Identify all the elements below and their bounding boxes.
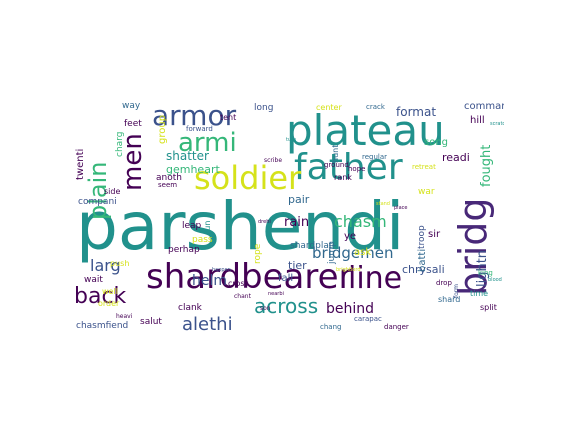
word-drop: drop xyxy=(436,279,452,287)
word-gemheart: gemheart xyxy=(166,163,220,176)
word-salut: salut xyxy=(140,317,162,327)
word-regular: regular xyxy=(362,153,388,161)
word-chasm: chasm xyxy=(334,212,387,231)
word-line: line xyxy=(348,261,403,296)
word-carapac: carapac xyxy=(354,315,382,323)
word-wait: wait xyxy=(84,275,103,285)
word-feet: feet xyxy=(124,119,142,129)
word-way: way xyxy=(122,101,141,111)
word-back: back xyxy=(74,284,127,309)
word-charg: charg xyxy=(115,131,125,157)
word-blood: blood xyxy=(488,277,502,283)
word-push: push xyxy=(110,259,130,268)
word-order: order xyxy=(98,299,120,308)
word-forward: forward xyxy=(186,125,213,133)
word-behind: behind xyxy=(326,301,375,317)
word-run: run xyxy=(203,220,212,235)
word-place: place xyxy=(394,205,408,211)
word-shatter: shatter xyxy=(166,149,209,163)
word-command: command xyxy=(464,101,504,112)
word-chant: chant xyxy=(234,293,251,300)
word-larg: larg xyxy=(90,256,121,275)
word-compani: compani xyxy=(78,197,117,207)
word-troop: troop xyxy=(417,225,427,249)
word-form: form xyxy=(453,284,460,299)
word-tier: tier xyxy=(288,259,307,272)
word-parshendi: parshendi xyxy=(76,188,405,265)
word-cloud: parshendi plateau shardbearer line father sol… xyxy=(72,92,504,336)
word-chasmfiend: chasmfiend xyxy=(76,321,129,331)
word-center: center xyxy=(316,103,342,112)
word-fought: fought xyxy=(479,144,494,187)
word-seem: seem xyxy=(158,181,178,189)
word-perhap: perhap xyxy=(168,245,200,255)
word-readi: readi xyxy=(442,151,470,164)
word-rain: rain xyxy=(284,215,310,230)
word-well: well xyxy=(102,287,118,296)
word-fall: fall xyxy=(278,273,294,284)
word-scribe: scribe xyxy=(264,157,283,164)
word-king: king xyxy=(478,269,493,277)
word-ask: ask xyxy=(354,247,372,258)
word-rope: rope xyxy=(253,243,263,264)
word-bridgemen: bridgemen xyxy=(312,244,394,262)
word-father: father xyxy=(294,147,403,188)
word-nearbi: nearbi xyxy=(268,291,284,297)
word-cross: cross xyxy=(228,279,249,288)
word-across: across xyxy=(254,294,319,318)
word-twenti: twenti xyxy=(75,148,86,180)
word-retreat: retreat xyxy=(412,163,436,171)
word-happen: happen xyxy=(212,267,231,273)
word-hill: hill xyxy=(470,115,485,126)
word-long: long xyxy=(254,103,274,113)
word-pass: pass xyxy=(192,235,213,245)
word-heavi: heavi xyxy=(116,313,133,320)
word-time: time xyxy=(470,289,489,298)
word-plateau: plateau xyxy=(286,106,445,155)
word-turn: turn xyxy=(286,137,297,143)
word-pair: pair xyxy=(288,193,310,206)
word-crack: crack xyxy=(366,103,385,111)
word-format: format xyxy=(396,105,437,119)
word-helm: helm xyxy=(192,273,228,289)
word-tent: tent xyxy=(220,113,237,122)
word-shard: shard xyxy=(438,295,461,304)
word-hope: hope xyxy=(348,165,366,173)
word-alethi: alethi xyxy=(182,314,233,335)
word-song: song xyxy=(424,137,449,148)
word-anoth: anoth xyxy=(156,173,182,183)
word-drehi: drehi xyxy=(258,219,271,225)
word-rank: rank xyxy=(334,173,352,182)
word-war: war xyxy=(418,187,435,197)
word-split: split xyxy=(480,303,497,312)
word-batti: batti xyxy=(417,248,428,272)
word-shardplat: shardplat xyxy=(290,241,333,251)
word-soldier: soldier xyxy=(194,159,302,197)
word-side: side xyxy=(104,187,121,196)
word-scratched: scratched xyxy=(490,121,504,127)
word-danger: danger xyxy=(384,323,409,331)
word-leap: leap xyxy=(182,221,202,231)
word-ye: ye xyxy=(344,231,357,242)
word-jump: jump xyxy=(327,240,337,264)
word-armi: armi xyxy=(178,128,237,158)
word-chang: chang xyxy=(320,323,342,331)
word-ground: ground xyxy=(324,161,349,169)
word-brightlord: brightlord xyxy=(336,267,361,273)
word-armor: armor xyxy=(152,99,237,132)
word-son: son xyxy=(260,305,271,312)
word-sir: sir xyxy=(428,229,441,240)
word-clank: clank xyxy=(178,303,202,313)
word-group: group xyxy=(157,114,168,144)
word-stand: stand xyxy=(376,201,390,207)
word-chrysali: chrysali xyxy=(402,263,445,276)
word-shardbearer: shardbearer xyxy=(146,257,353,297)
